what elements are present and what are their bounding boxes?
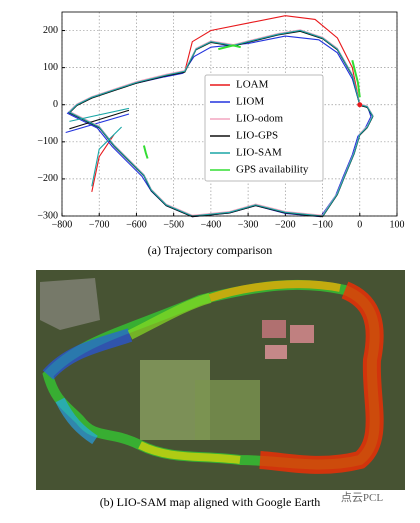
x-tick-label: −600 (126, 219, 147, 230)
y-tick-label: −100 (37, 136, 58, 147)
x-tick-label: −300 (238, 219, 259, 230)
trajectory-line (142, 44, 361, 159)
x-tick-label: −800 (52, 219, 73, 230)
x-tick-label: 100 (390, 219, 405, 230)
legend-label: LIO-odom (236, 113, 283, 125)
y-tick-label: 100 (43, 62, 58, 73)
legend-label: LIOM (236, 96, 264, 108)
x-tick-label: 0 (357, 219, 362, 230)
satellite-image (36, 270, 405, 490)
x-tick-label: −500 (163, 219, 184, 230)
trajectory-line (65, 35, 372, 218)
y-tick-label: −200 (37, 173, 58, 184)
chart: −800 −700 −600 −500 −400 −300 −200 −100 0 100 −300… (37, 11, 405, 230)
start-marker (357, 102, 363, 108)
caption-b: (b) LIO-SAM map aligned with Google Eart… (100, 495, 321, 509)
legend-box (204, 74, 324, 182)
y-tick-label: −300 (37, 210, 58, 221)
legend-label: LIO-SAM (236, 147, 282, 159)
legend-label: GPS availability (236, 164, 309, 176)
y-tick-label: 200 (43, 25, 58, 36)
x-tick-label: −700 (89, 219, 110, 230)
trajectory-line (68, 29, 374, 217)
caption-a: (a) Trajectory comparison (148, 243, 273, 257)
x-tick-label: −100 (312, 219, 333, 230)
legend: LOAM LIOM LIO-odom LIO-GPS LIO-SAM GPS availa… (204, 74, 324, 182)
x-tick-label: −400 (201, 219, 222, 230)
y-tick-label: 0 (53, 99, 58, 110)
plot-frame (61, 11, 398, 217)
watermark: 点云PCL (341, 491, 383, 504)
legend-label: LIO-GPS (236, 130, 278, 142)
legend-label: LOAM (236, 79, 269, 91)
x-tick-label: −200 (275, 219, 296, 230)
